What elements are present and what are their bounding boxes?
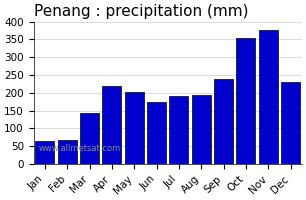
Bar	[103, 86, 121, 164]
Text: www.allmetsat.com: www.allmetsat.com	[39, 144, 121, 153]
Bar	[259, 30, 278, 164]
Bar	[214, 79, 233, 164]
Bar	[147, 102, 166, 164]
Bar	[35, 141, 54, 164]
Bar	[281, 82, 300, 164]
Bar	[80, 113, 99, 164]
Bar	[125, 92, 144, 164]
Bar	[192, 95, 211, 164]
Bar	[58, 140, 77, 164]
Bar	[237, 38, 256, 164]
Text: Penang : precipitation (mm): Penang : precipitation (mm)	[34, 4, 248, 19]
Bar	[170, 96, 188, 164]
